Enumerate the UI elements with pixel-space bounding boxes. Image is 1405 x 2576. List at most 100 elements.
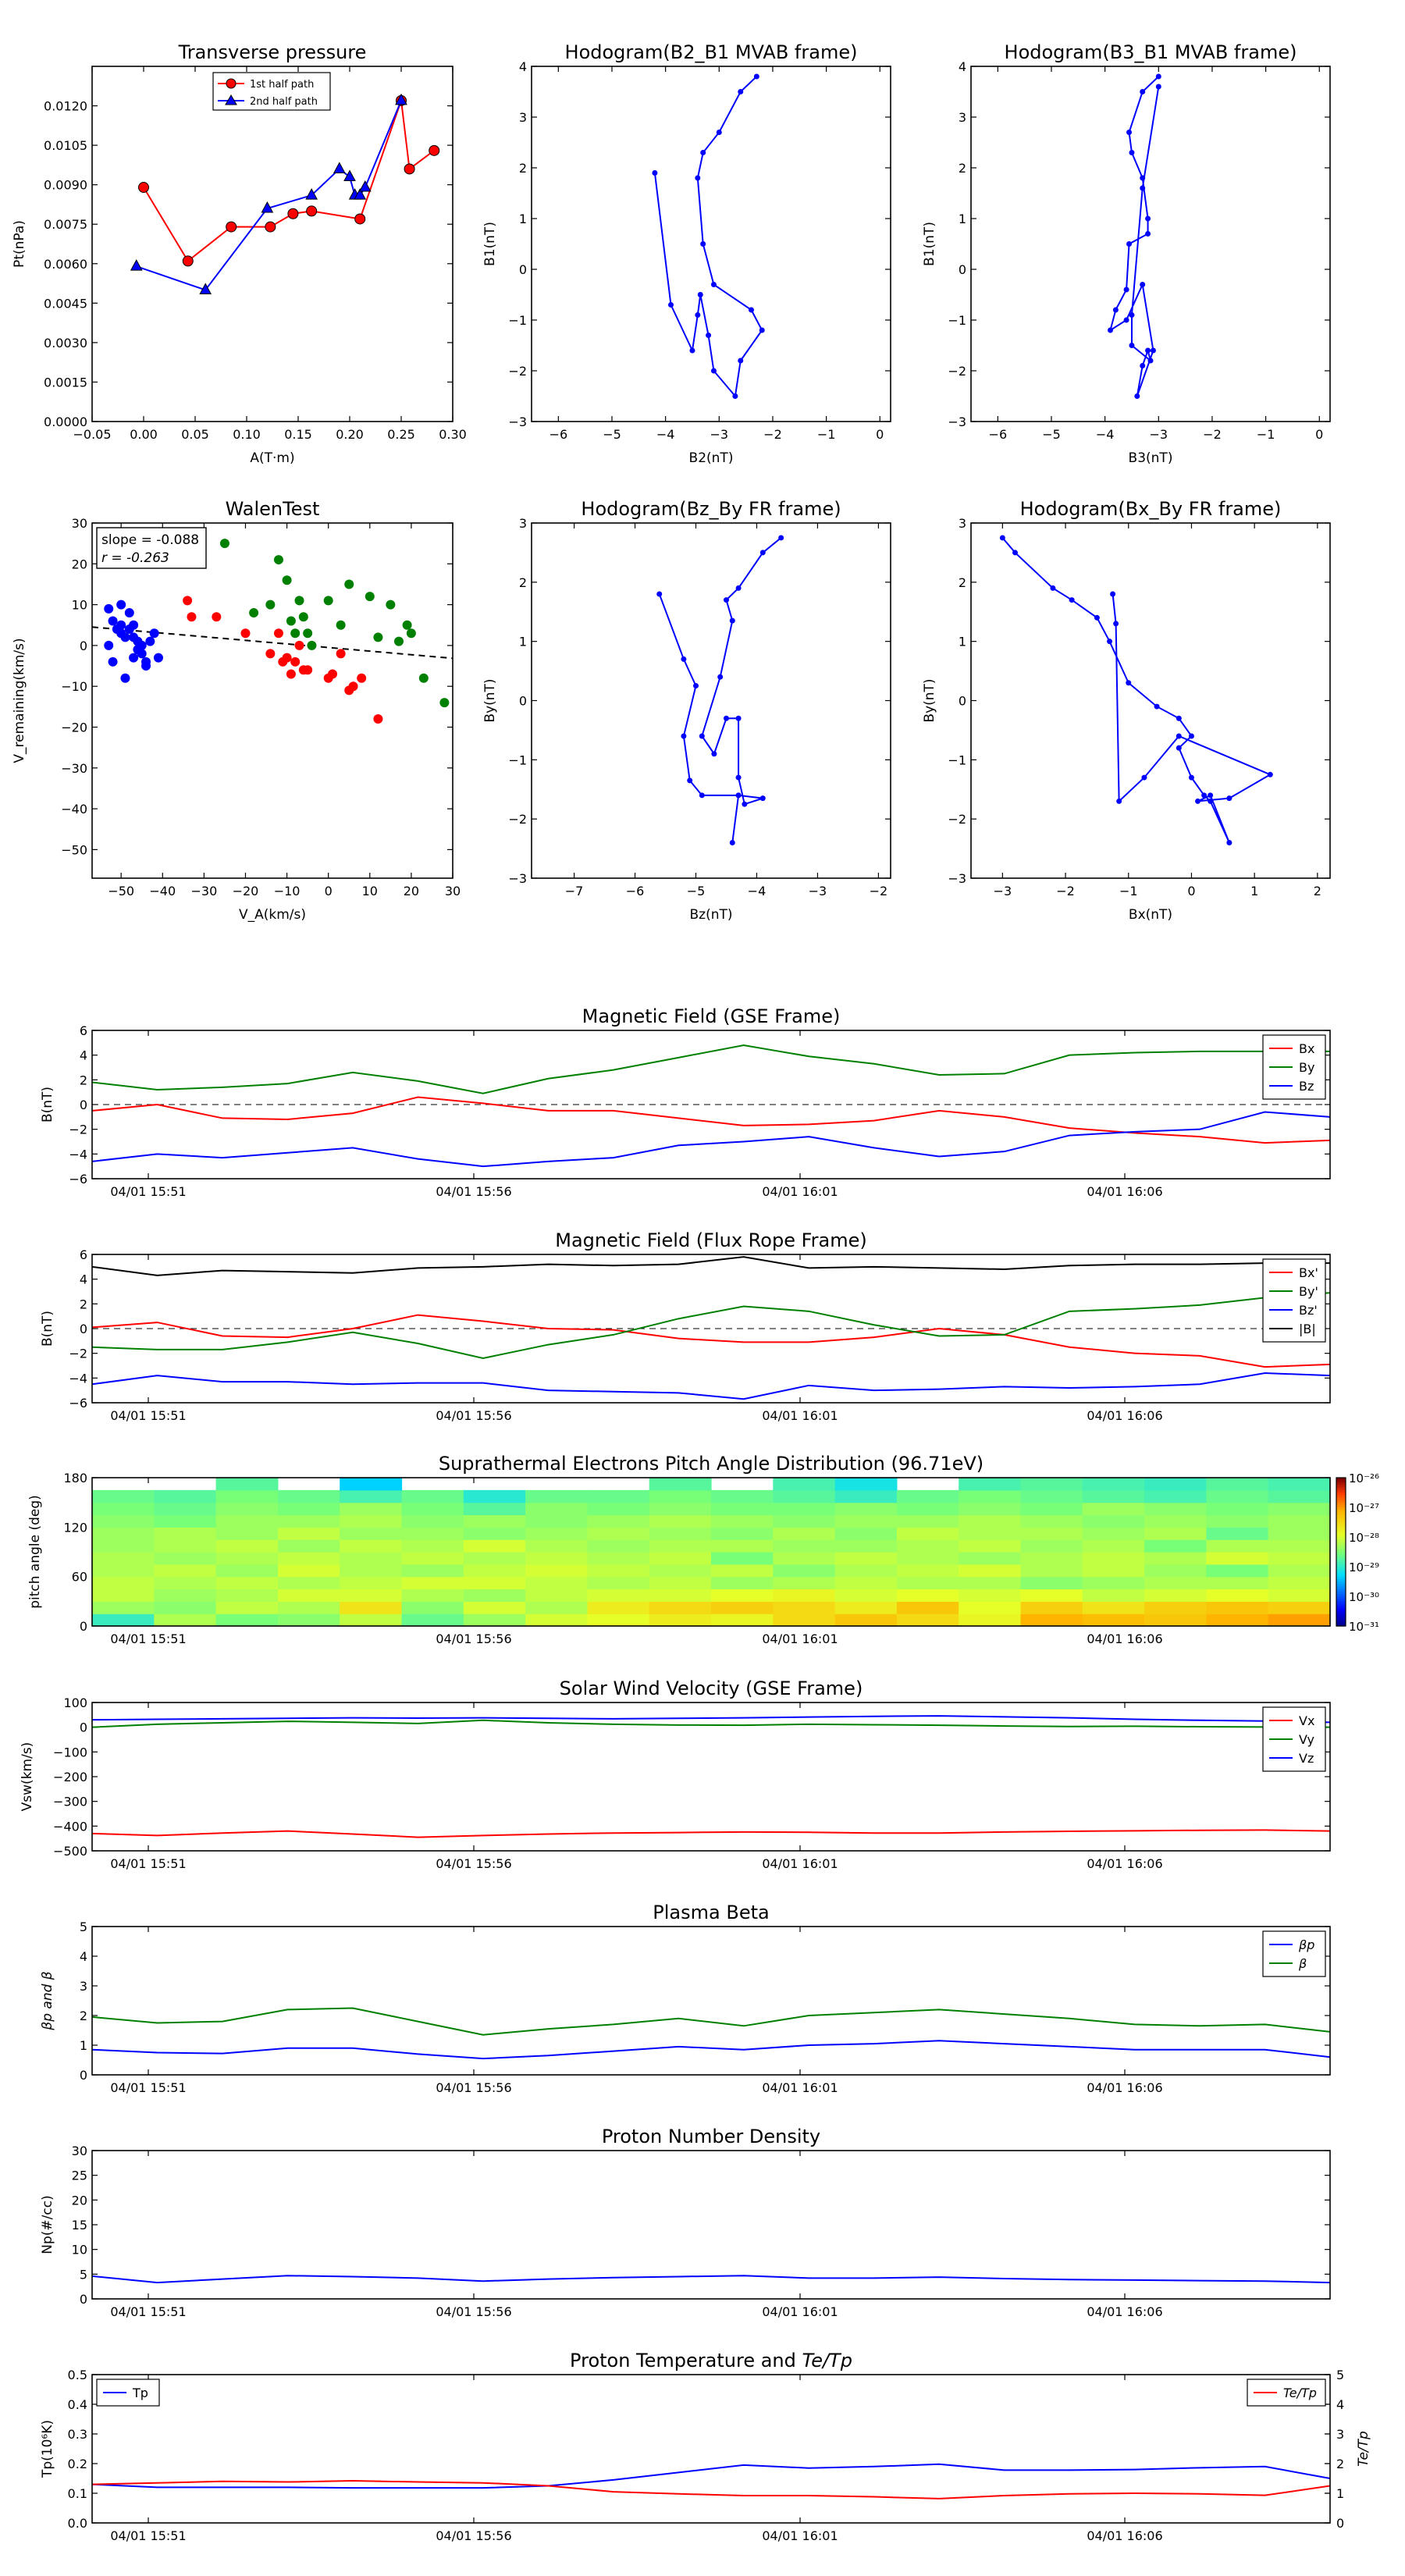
- x-axis-label: A(T·m): [250, 450, 294, 466]
- heatmap-cell: [463, 1539, 526, 1553]
- x-axis-label: B2(nT): [689, 450, 734, 466]
- colorbar-segment: [1336, 1584, 1346, 1587]
- heatmap-cell: [1268, 1552, 1331, 1565]
- colorbar-segment: [1336, 1537, 1346, 1540]
- data-point: [358, 180, 372, 192]
- x-tick-label: 0.05: [181, 427, 209, 442]
- x-tick-label: −5: [1042, 427, 1061, 442]
- y-tick-label: 30: [72, 516, 87, 531]
- y-tick-label: 180: [63, 1471, 87, 1485]
- plot-frame: [91, 1030, 1331, 1179]
- colorbar-segment: [1336, 1525, 1346, 1528]
- heatmap-cell: [649, 1552, 712, 1565]
- colorbar-segment: [1336, 1532, 1346, 1535]
- y-tick-label: 4: [959, 59, 966, 74]
- scatter-point-green: [418, 673, 429, 683]
- scatter-point-green: [265, 600, 276, 610]
- heatmap-cell: [896, 1576, 959, 1590]
- colorbar-segment: [1336, 1611, 1346, 1614]
- plot-frame: [91, 2150, 1331, 2300]
- data-point: [759, 327, 765, 333]
- heatmap-cell: [649, 1564, 712, 1578]
- data-point: [1188, 774, 1194, 781]
- heatmap-cell: [1020, 1564, 1083, 1578]
- heatmap-cell: [711, 1589, 774, 1602]
- x-tick-label: −4: [1096, 427, 1115, 442]
- scatter-point-blue: [153, 653, 163, 663]
- data-point: [735, 774, 742, 781]
- heatmap-cell: [154, 1514, 217, 1528]
- heatmap-cell: [215, 1527, 279, 1540]
- scatter-point-red: [373, 714, 383, 724]
- y-tick-label: −4: [69, 1147, 87, 1162]
- heatmap-cell: [587, 1614, 650, 1627]
- heatmap-cell: [959, 1614, 1022, 1627]
- annotation-box: [96, 527, 207, 569]
- legend-label: |B|: [1299, 1322, 1316, 1336]
- legend-label: βp: [1298, 1937, 1314, 1952]
- scatter-point-green: [402, 620, 412, 630]
- y-tick-label: 6: [80, 1247, 87, 1262]
- y-tick-label: 2: [519, 161, 527, 176]
- data-point: [656, 591, 663, 597]
- heatmap-cell: [649, 1502, 712, 1516]
- chart-title-math: Te/Tp: [802, 2350, 852, 2371]
- annotation-slope: slope = -0.088: [101, 532, 199, 548]
- data-point: [1140, 89, 1146, 94]
- heatmap-cell: [401, 1564, 464, 1578]
- heatmap-cell: [1020, 1527, 1083, 1540]
- heatmap-cell: [1020, 1589, 1083, 1602]
- x-tick-label: 04/01 16:01: [762, 1184, 838, 1199]
- heatmap-cell: [154, 1527, 217, 1540]
- heatmap-cell: [896, 1564, 959, 1578]
- heatmap-cell: [1020, 1514, 1083, 1528]
- heatmap-cell: [773, 1589, 836, 1602]
- y-tick-label: 0.0: [68, 2516, 87, 2531]
- x-tick-label: 0: [325, 884, 333, 898]
- heatmap-cell: [587, 1489, 650, 1503]
- y-tick-label: 0.2: [68, 2457, 87, 2471]
- heatmap-cell: [340, 1576, 403, 1590]
- heatmap-cell: [649, 1527, 712, 1540]
- colorbar-segment: [1336, 1549, 1346, 1553]
- colorbar-segment: [1336, 1614, 1346, 1617]
- y-tick-label: 120: [63, 1520, 87, 1535]
- heatmap-cell: [340, 1514, 403, 1528]
- heatmap-cell: [525, 1502, 588, 1516]
- heatmap-cell: [1144, 1601, 1207, 1614]
- scatter-point-green: [386, 600, 396, 610]
- heatmap-cell: [277, 1601, 340, 1614]
- y-tick-label: 2: [519, 575, 527, 590]
- y-tick-label: 0.0030: [44, 336, 87, 350]
- x-tick-label: −4: [656, 427, 675, 442]
- heatmap-cell: [773, 1576, 836, 1590]
- data-point: [1129, 343, 1135, 348]
- heatmap-cell: [92, 1527, 155, 1540]
- legend-box: [1262, 1930, 1326, 1977]
- heatmap-cell: [1144, 1489, 1207, 1503]
- data-point: [1267, 771, 1273, 777]
- heatmap-cell: [1268, 1502, 1331, 1516]
- heatmap-cell: [649, 1539, 712, 1553]
- heatmap-cell: [463, 1489, 526, 1503]
- y-tick-label: 5: [80, 1920, 87, 1934]
- data-point: [759, 550, 766, 556]
- heatmap-cell: [154, 1489, 217, 1503]
- colorbar-segment: [1336, 1554, 1346, 1557]
- scatter-point-red: [187, 612, 197, 622]
- data-point: [1126, 680, 1132, 686]
- x-tick-label: 04/01 15:51: [110, 2304, 186, 2319]
- data-point: [689, 347, 695, 354]
- data-point: [1094, 614, 1100, 621]
- x-tick-label: 04/01 15:51: [110, 1408, 186, 1423]
- heatmap-cell: [92, 1614, 155, 1627]
- y-tick-label: 3: [80, 1979, 87, 1994]
- heatmap-cell: [649, 1576, 712, 1590]
- scatter-point-green: [365, 592, 375, 602]
- heatmap-cell: [1020, 1601, 1083, 1614]
- data-point: [182, 255, 194, 267]
- data-point: [1195, 798, 1201, 804]
- y-tick-label: 30: [72, 2144, 87, 2158]
- scatter-point-red: [294, 640, 304, 650]
- series-line-|B|: [91, 1256, 1330, 1276]
